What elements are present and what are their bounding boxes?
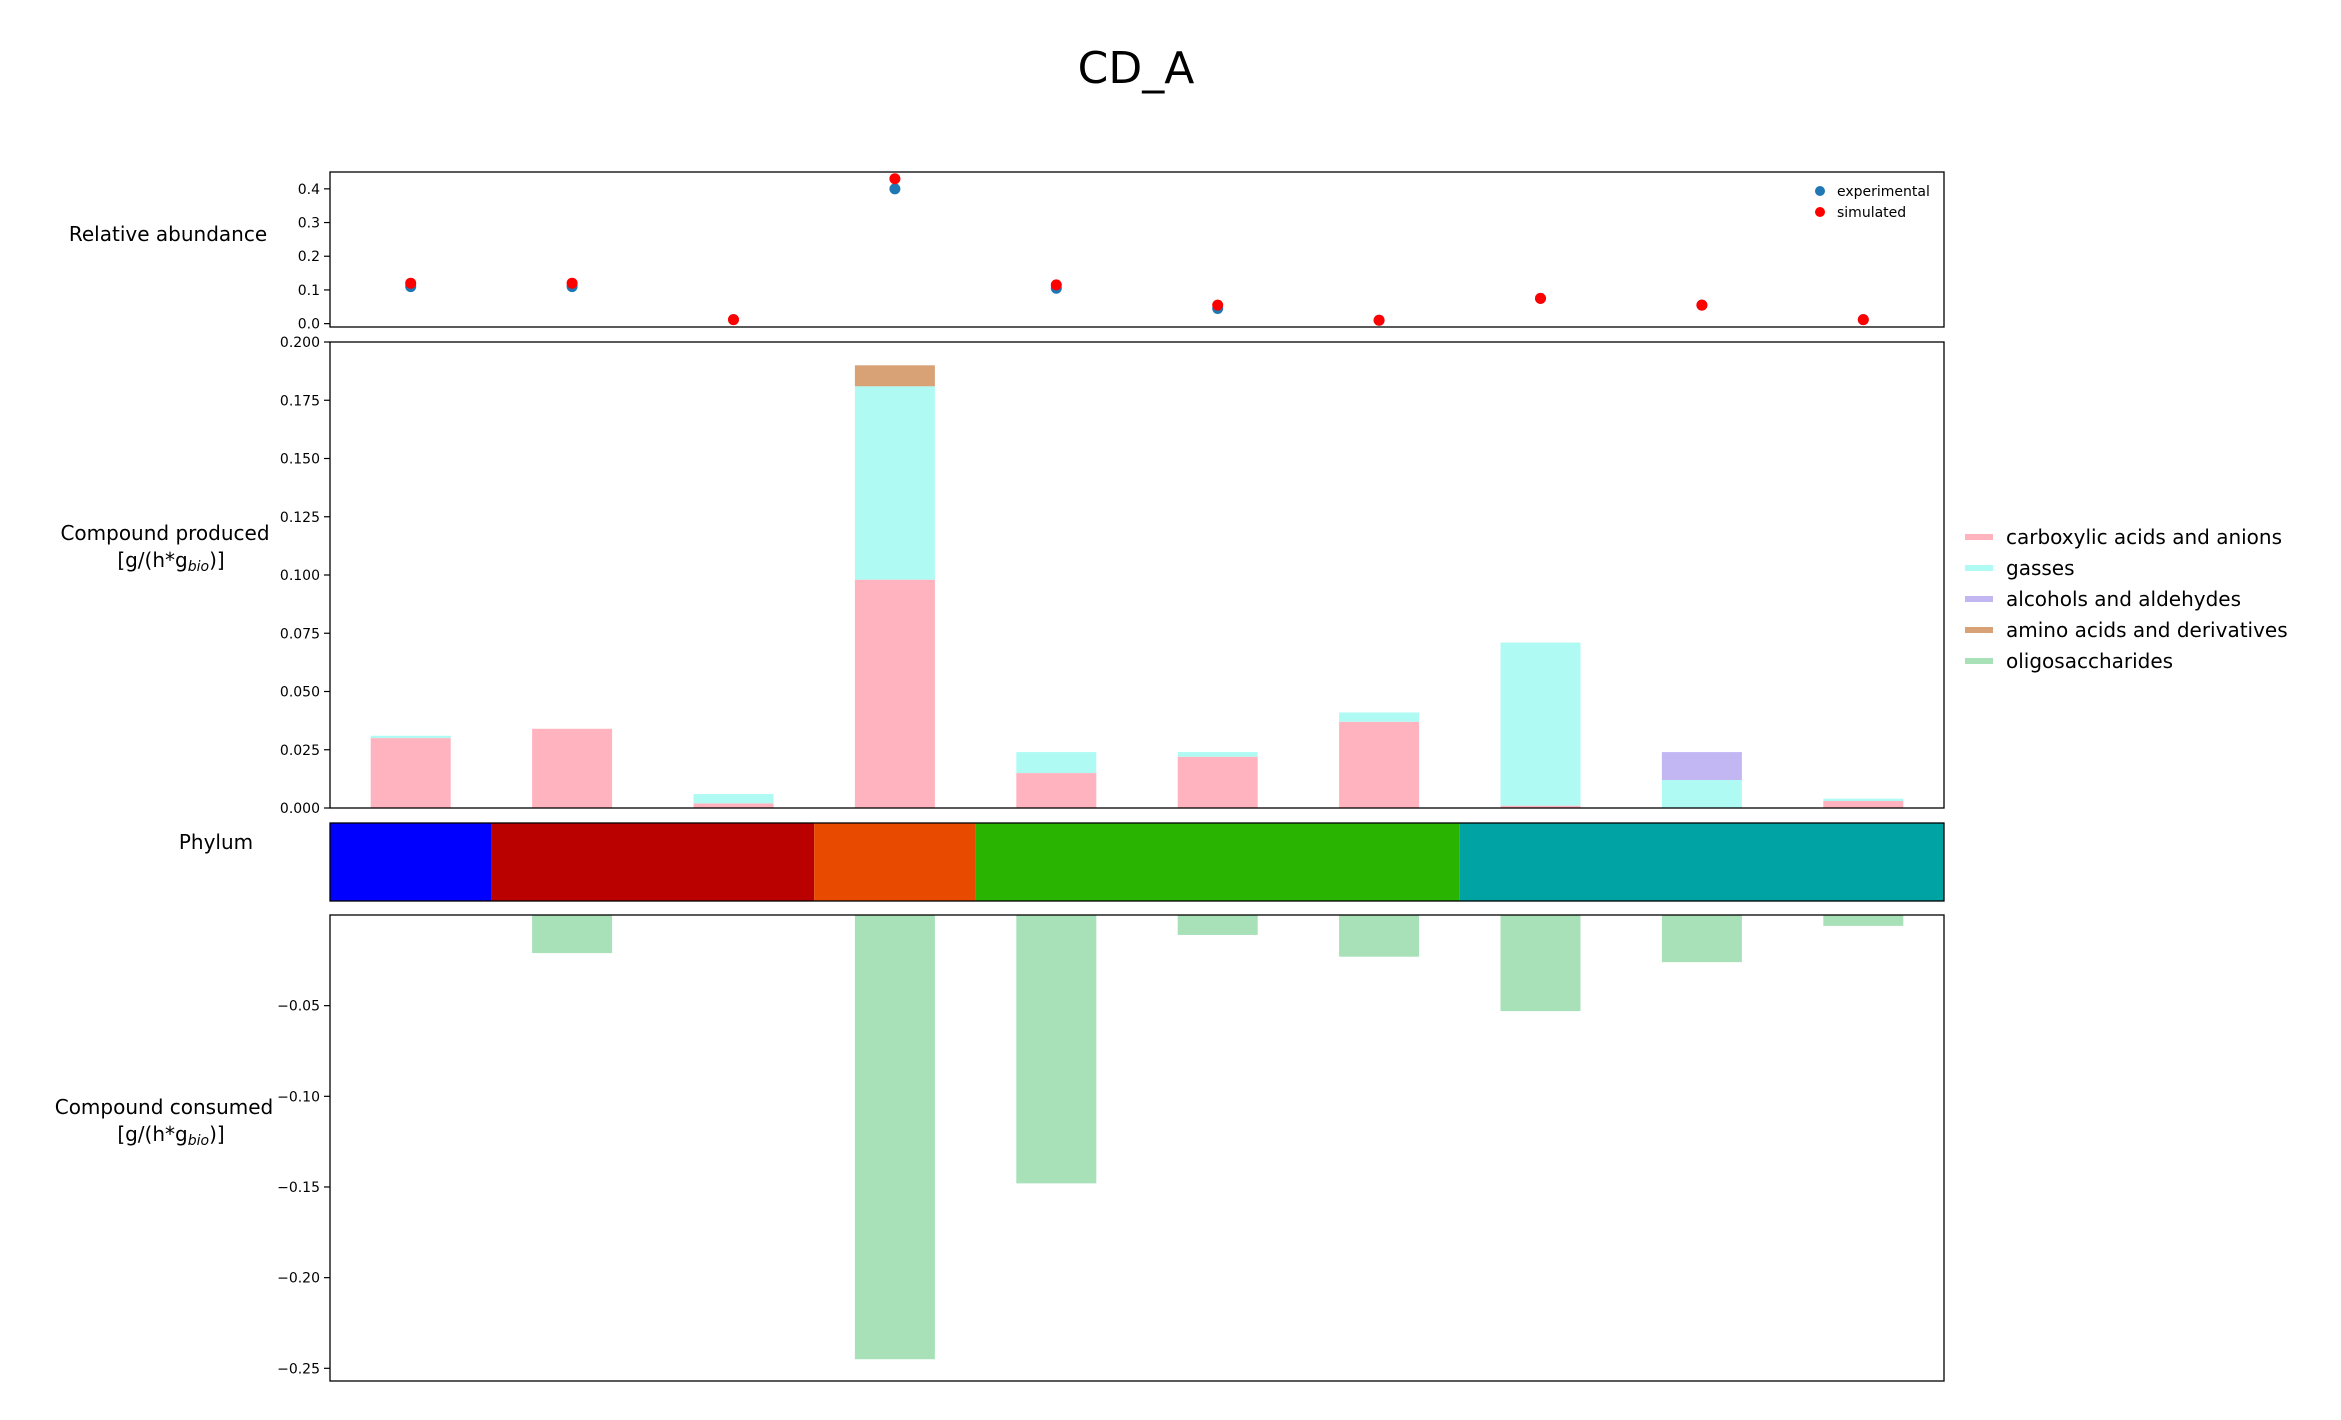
bar-produced (1339, 721, 1420, 808)
phylum-segment (491, 823, 815, 901)
bar-consumed (1339, 915, 1420, 957)
bar-consumed (1661, 915, 1742, 963)
consumed-ytick-label: −0.15 (277, 1180, 320, 1196)
phylum-ylabel: Phylum (179, 830, 253, 854)
abundance-ytick-label: 0.4 (298, 182, 320, 198)
consumed-ylabel-line2: [g/(h*gbio)] (117, 1122, 224, 1149)
point-simulated (1535, 292, 1546, 304)
abundance-legend: experimental simulated (1815, 184, 1930, 221)
legend-label-experimental: experimental (1837, 184, 1930, 200)
produced-panel: Compound produced [g/(h*gbio)] 0.000 0.02… (60, 335, 1945, 817)
bar-produced (1016, 773, 1097, 808)
point-simulated (1050, 279, 1062, 291)
point-simulated (405, 277, 417, 289)
bar-produced (1500, 642, 1581, 806)
abundance-ytick-label: 0.3 (298, 216, 320, 232)
phylum-segment (975, 823, 1460, 901)
bar-produced (1339, 712, 1420, 722)
consumed-panel: Compound consumed [g/(h*gbio)] −0.05 −0.1… (55, 914, 1945, 1382)
bar-produced (370, 735, 451, 739)
bar-produced (693, 803, 774, 808)
point-simulated (728, 314, 739, 326)
legend-label-carboxylic: carboxylic acids and anions (2006, 525, 2282, 549)
phylum-segment (814, 823, 976, 901)
bar-produced (370, 738, 451, 808)
bar-produced (1177, 756, 1258, 808)
bar-produced (1016, 752, 1097, 774)
point-simulated (1212, 299, 1224, 311)
legend-label-oligosaccharides: oligosaccharides (2006, 649, 2173, 673)
produced-ytick-label: 0.075 (280, 626, 320, 642)
legend-label-gasses: gasses (2006, 556, 2075, 580)
legend-label-alcohols: alcohols and aldehydes (2006, 587, 2241, 611)
bar-consumed (532, 915, 613, 954)
point-simulated (1373, 314, 1385, 326)
produced-ylabel-line2: [g/(h*gbio)] (117, 548, 224, 575)
consumed-ytick-label: −0.25 (277, 1361, 320, 1377)
phylum-segment (330, 823, 492, 901)
consumed-axes-frame (329, 914, 1945, 1382)
bar-consumed (1823, 915, 1904, 926)
bar-produced (854, 386, 935, 580)
bar-consumed (854, 915, 935, 1360)
point-simulated (1857, 314, 1869, 326)
bar-produced (532, 728, 613, 808)
bar-consumed (1500, 915, 1581, 1012)
bar-produced (854, 579, 935, 808)
bar-produced (1661, 752, 1742, 781)
produced-ytick-label: 0.175 (280, 393, 320, 409)
bar-produced (854, 365, 935, 387)
abundance-ylabel: Relative abundance (69, 222, 267, 246)
produced-ytick-label: 0.100 (280, 568, 320, 584)
point-simulated (566, 277, 578, 289)
consumed-ytick-label: −0.20 (277, 1271, 320, 1287)
phylum-panel: Phylum (179, 822, 1945, 902)
bar-produced (1661, 780, 1742, 808)
bar-produced (1177, 752, 1258, 757)
point-experimental (889, 183, 901, 195)
bar-produced (1823, 798, 1904, 802)
figure-title: CD_A (1078, 43, 1195, 94)
consumed-ytick-label: −0.10 (277, 1089, 320, 1105)
phylum-segment (1459, 823, 1944, 901)
produced-ytick-label: 0.200 (280, 335, 320, 351)
abundance-ytick-label: 0.1 (298, 283, 320, 299)
abundance-panel: Relative abundance 0.0 0.1 0.2 0.3 0.4 exper… (69, 171, 1945, 333)
legend-label-amino: amino acids and derivatives (2006, 618, 2288, 642)
produced-ytick-label: 0.050 (280, 685, 320, 701)
legend-marker-experimental (1815, 186, 1825, 196)
bar-produced (1500, 805, 1581, 808)
bar-produced (1823, 801, 1904, 808)
point-simulated (1696, 299, 1708, 311)
abundance-axes-frame (329, 171, 1945, 328)
consumed-ytick-label: −0.05 (277, 999, 320, 1015)
bar-produced (693, 794, 774, 804)
phylum-axes-frame (329, 822, 1945, 902)
legend-label-simulated: simulated (1837, 205, 1906, 221)
point-simulated (889, 173, 901, 185)
bar-consumed (1177, 915, 1258, 935)
produced-ylabel-line1: Compound produced (60, 521, 269, 545)
produced-ytick-label: 0.125 (280, 510, 320, 526)
abundance-ytick-label: 0.2 (298, 249, 320, 265)
abundance-ytick-label: 0.0 (298, 317, 320, 333)
produced-ytick-label: 0.000 (280, 801, 320, 817)
produced-ytick-label: 0.150 (280, 452, 320, 468)
consumed-ylabel-line1: Compound consumed (55, 1095, 274, 1119)
produced-axes-frame (329, 341, 1945, 809)
compound-legend: carboxylic acids and anions gasses alcoh… (1965, 525, 2288, 673)
produced-ytick-label: 0.025 (280, 743, 320, 759)
bar-consumed (1016, 915, 1097, 1184)
legend-marker-simulated (1815, 207, 1825, 217)
